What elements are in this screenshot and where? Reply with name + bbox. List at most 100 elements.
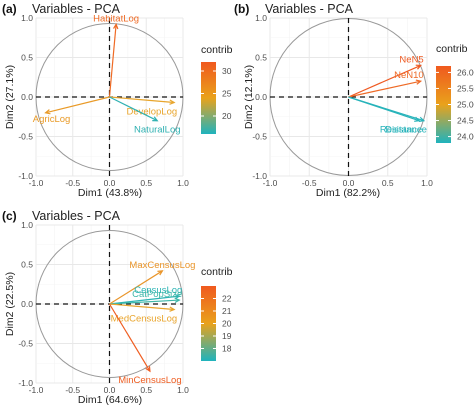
x-tick-label: -1.0: [29, 385, 44, 395]
legend-tick-label: 25.50: [457, 83, 474, 93]
y-axis-label: Dim2 (22.5%): [4, 272, 16, 336]
variable-arrow: Resistance: [348, 96, 427, 136]
panel-a: (a) Variables - PCA -1.0 -0.5 0.0 0.5 1.0-1.…: [2, 2, 233, 199]
variable-arrow: MedCensusLog: [109, 303, 178, 325]
arrow-label: NaturalLog: [134, 125, 180, 136]
y-tick-label: 0.0: [21, 92, 33, 102]
arrow-head: [169, 306, 176, 312]
panel-c: (c) Variables - PCA -1.0 -0.5 0.0 0.5 1.0 -1.…: [2, 209, 233, 406]
axis-ticks: -1.0 -0.5 0.0 0.5 1.0 -1.0 -0.5 0.0 0.5 1.0: [18, 220, 189, 395]
legend-tick-label: 24.50: [457, 116, 474, 126]
arrow-label: Distance: [385, 125, 422, 136]
arrow-shaft: [108, 303, 151, 372]
variable-arrow: NaturalLog: [109, 96, 181, 136]
arrow-label: NeN10: [394, 70, 424, 81]
contrib-legend: contrib 22 21 20 19 18: [201, 266, 233, 361]
arrow-head: [152, 116, 159, 122]
y-axis-label: Dim2 (27.1%): [4, 65, 16, 129]
legend-tick-label: 18: [222, 344, 232, 354]
chart-title: Variables - PCA: [32, 2, 121, 16]
x-tick-label: 0.0: [343, 178, 355, 188]
variable-arrow: CensusLog: [109, 285, 182, 305]
panel-label: (b): [234, 2, 249, 16]
arrow-label: MedCensusLog: [111, 314, 178, 325]
arrow-shaft: [109, 96, 175, 104]
arrow-label: CatPopSize: [132, 289, 182, 300]
arrow-head: [415, 64, 422, 70]
y-axis-label: Dim2 (12.1%): [243, 65, 255, 129]
y-tick-label: 1.0: [21, 220, 33, 230]
axis-ticks: -1.0 -0.5 0.0 0.5 1.0 -1.0 -0.5 0.0 0.5 1.0: [252, 13, 433, 188]
y-tick-label: 0.5: [255, 53, 267, 63]
arrow-shaft: [109, 295, 180, 305]
x-axis-label: Dim1 (43.8%): [78, 187, 142, 199]
variable-arrow: MaxCensusLog: [109, 260, 195, 305]
legend-title: contrib: [436, 43, 468, 55]
arrow-shaft: [348, 64, 421, 98]
axis-ticks: -1.0 -0.5 0.0 0.5 1.0 -1.0 -0.5 0.0 0.5 1.0: [18, 13, 189, 188]
legend-tick-label: 22: [222, 294, 232, 304]
variable-arrows: HabitatLog AgricLog DevelopLog NaturalLog: [33, 13, 181, 135]
variable-arrow: DevelopLog: [109, 96, 177, 118]
arrow-shaft: [109, 303, 175, 311]
arrow-head: [415, 79, 423, 85]
panel-label: (c): [2, 209, 17, 223]
legend-colorbar: [436, 66, 451, 143]
variable-arrow: AgricLog: [33, 96, 110, 125]
arrow-label: AgricLog: [33, 114, 71, 125]
arrow-shaft: [109, 299, 180, 305]
arrow-head: [113, 22, 119, 30]
legend-title: contrib: [201, 44, 233, 56]
variable-arrow: NeN5: [348, 54, 424, 98]
chart-title: Variables - PCA: [265, 2, 354, 16]
arrow-label: HabitatLog: [93, 13, 139, 24]
arrow-head: [145, 366, 151, 373]
arrow-head: [44, 109, 51, 115]
y-tick-label: 1.0: [21, 13, 33, 23]
x-tick-label: 0.0: [104, 178, 116, 188]
arrow-label: NeN5: [399, 54, 423, 65]
arrow-shaft: [348, 80, 421, 98]
x-axis-label: Dim1 (82.2%): [316, 187, 380, 199]
legend-tick-label: 25: [222, 89, 232, 99]
legend-tick-label: 30: [222, 66, 232, 76]
x-tick-label: -0.5: [302, 178, 317, 188]
x-tick-label: 1.0: [177, 178, 189, 188]
arrow-label: CensusLog: [134, 285, 182, 296]
arrow-head: [174, 297, 181, 304]
x-tick-label: -0.5: [65, 178, 80, 188]
legend-tick-label: 26.00: [457, 67, 474, 77]
x-tick-label: -1.0: [29, 178, 44, 188]
y-tick-label: 0.5: [21, 53, 33, 63]
x-tick-label: 0.0: [104, 385, 116, 395]
y-tick-label: 0.0: [21, 299, 33, 309]
arrow-shaft: [45, 96, 110, 114]
legend-tick-label: 20: [222, 319, 232, 329]
variable-arrow: HabitatLog: [93, 13, 139, 98]
contrib-legend: contrib 30 25 20: [201, 44, 233, 134]
legend-colorbar: [201, 62, 216, 134]
chart-title: Variables - PCA: [32, 209, 121, 223]
y-tick-label: -1.0: [18, 378, 33, 388]
y-tick-label: -0.5: [18, 132, 33, 142]
y-tick-label: 0.0: [255, 92, 267, 102]
arrow-shaft: [109, 270, 163, 305]
x-tick-label: 0.5: [140, 178, 152, 188]
arrow-shaft: [109, 96, 158, 122]
legend-tick-label: 19: [222, 331, 232, 341]
y-tick-label: -0.5: [18, 339, 33, 349]
x-tick-label: -1.0: [263, 178, 278, 188]
legend-tick-label: 24.00: [457, 132, 474, 142]
y-tick-label: 0.5: [21, 260, 33, 270]
arrow-shaft: [108, 24, 117, 98]
arrow-shaft: [348, 96, 425, 122]
variable-arrow: CatPopSize: [109, 289, 182, 305]
x-axis-label: Dim1 (64.6%): [78, 394, 142, 406]
x-tick-label: 0.5: [382, 178, 394, 188]
y-tick-label: 1.0: [255, 13, 267, 23]
panel-b: (b) Variables - PCA -1.0 -0.5 0.0 0.5 1.0-1.…: [234, 2, 474, 199]
legend-tick-label: 21: [222, 306, 232, 316]
arrow-label: MinCensusLog: [118, 375, 181, 386]
